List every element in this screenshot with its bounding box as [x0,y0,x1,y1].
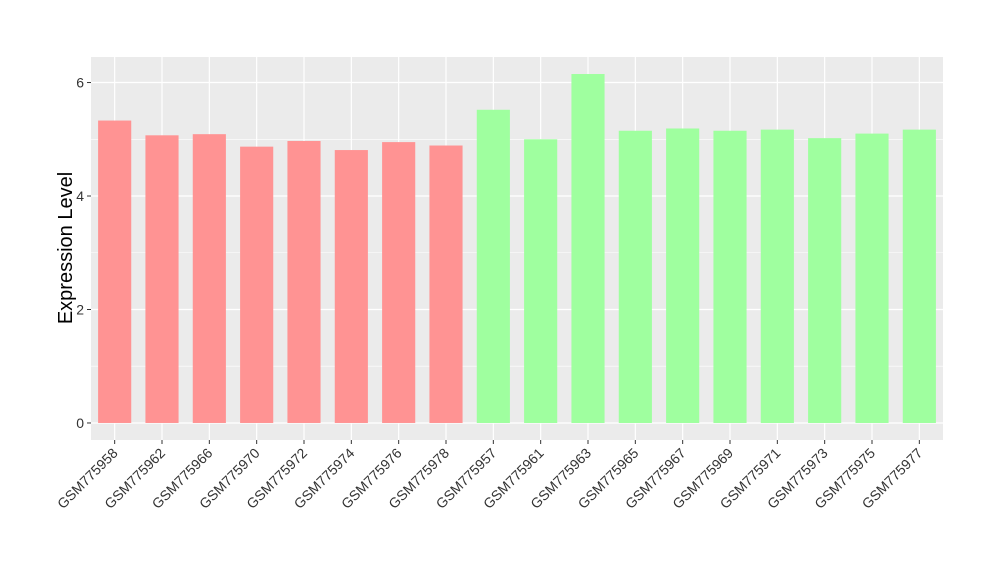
y-tick-label: 2 [76,301,84,317]
bar-GSM775975 [855,133,889,423]
bar-GSM775972 [287,140,321,423]
bar-GSM775976 [382,142,416,423]
bar-GSM775973 [808,138,842,423]
bars [98,74,936,423]
bar-GSM775970 [240,146,274,423]
bar-GSM775971 [760,129,794,423]
bar-GSM775967 [666,128,700,423]
y-axis: 0 2 4 6 [76,75,91,431]
bar-GSM775974 [334,150,368,423]
bar-GSM775978 [429,145,463,423]
y-tick-label: 4 [76,188,84,204]
y-tick-label: 0 [76,415,84,431]
bar-GSM775958 [98,120,132,423]
bar-GSM775961 [524,139,558,423]
bar-GSM775966 [192,134,226,423]
y-axis-title: Expression Level [55,172,77,324]
plot-panel [91,57,943,440]
bar-GSM775957 [476,109,510,423]
bar-GSM775969 [713,130,747,423]
x-axis: GSM775958GSM775962GSM775966GSM775970GSM7… [54,440,926,512]
bar-GSM775977 [902,129,936,423]
y-tick-label: 6 [76,75,84,91]
bar-GSM775962 [145,135,179,423]
bar-GSM775963 [571,74,605,423]
bar-GSM775965 [618,130,652,423]
